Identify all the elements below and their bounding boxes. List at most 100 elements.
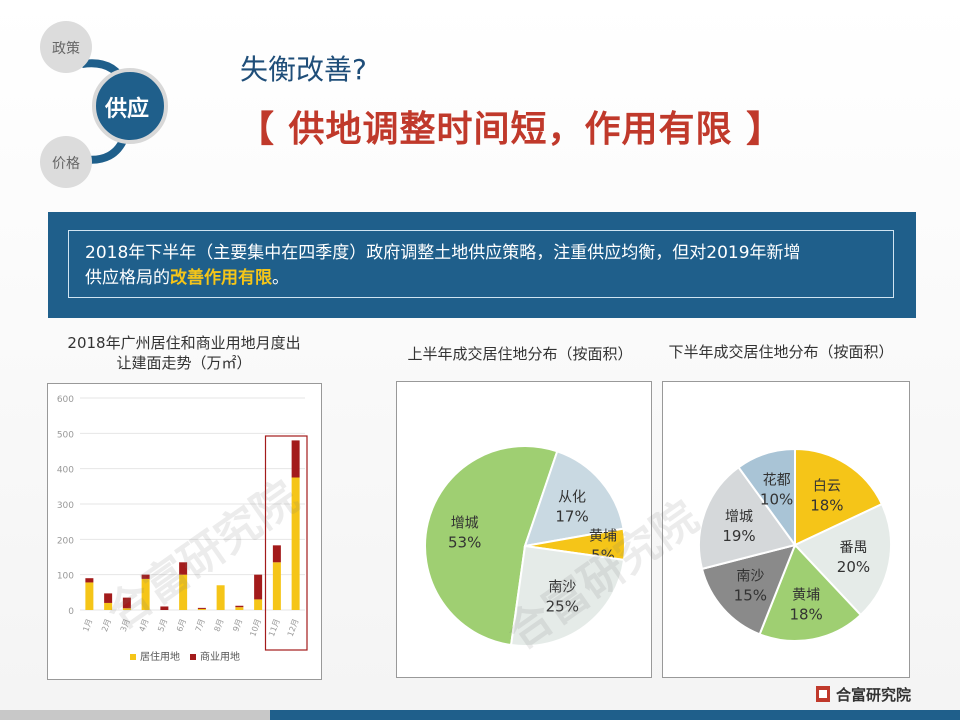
pie-label: 增城: [725, 509, 753, 525]
pie-value-label: 18%: [789, 605, 822, 623]
bar-residential: [235, 607, 244, 610]
section-subtitle: 失衡改善?: [240, 53, 367, 86]
bar-chart-title-line1: 2018年广州居住和商业用地月度出: [67, 334, 301, 352]
pie-value-label: 18%: [810, 497, 843, 515]
x-tick-label: 1月: [81, 618, 94, 633]
summary-highlight: 改善作用有限: [170, 268, 272, 288]
bar-chart-title: 2018年广州居住和商业用地月度出 让建面走势（万㎡）: [48, 333, 320, 373]
pie-label: 南沙: [548, 580, 576, 596]
summary-text: 2018年下半年（主要集中在四季度）政府调整土地供应策略，注重供应均衡，但对20…: [85, 241, 879, 291]
summary-line1: 2018年下半年（主要集中在四季度）政府调整土地供应策略，注重供应均衡，但对20…: [85, 243, 801, 263]
pie2-chart: 白云 18% 番禺 20% 黄埔 18% 南沙 15% 增城 19% 花都 10%: [698, 447, 892, 642]
pie-slice: [424, 445, 559, 647]
brand-logo-icon: [816, 686, 830, 702]
legend-swatch-commercial: [190, 654, 196, 660]
pie-label: 花都: [763, 472, 791, 488]
pie-slice: [793, 502, 892, 617]
x-tick-label: 6月: [175, 618, 188, 633]
nav-item-supply[interactable]: 供应: [105, 97, 150, 122]
pie-slice: [794, 447, 884, 547]
bar-commercial: [104, 593, 113, 603]
x-tick-label: 3月: [119, 618, 132, 633]
x-tick-label: 9月: [231, 618, 244, 633]
pie-label: 南沙: [736, 568, 764, 584]
bar-residential: [141, 578, 150, 610]
bar-commercial: [179, 562, 188, 575]
x-tick-label: 5月: [156, 618, 169, 633]
x-tick-label: 11月: [267, 618, 282, 638]
bar-residential: [291, 477, 300, 610]
pie-slice: [509, 544, 626, 647]
pie-label: 从化: [558, 490, 586, 506]
pie-label: 增城: [451, 516, 479, 532]
summary-line2-suffix: 。: [272, 268, 289, 288]
x-tick-label: 7月: [194, 618, 207, 633]
pie-slice: [758, 543, 863, 642]
y-tick-label: 100: [57, 572, 74, 582]
legend-swatch-residential: [130, 654, 136, 660]
summary-line2-prefix: 供应格局的: [85, 268, 170, 288]
x-tick-label: 8月: [213, 618, 226, 633]
bar-residential: [85, 582, 94, 610]
pie-value-label: 19%: [722, 527, 755, 545]
bar-chart-panel: 0 100 200 300 400 500 600 1月 2月 3月 4月 5月 6月 7月 8月 9月 10月…: [47, 383, 322, 680]
pie-label: 白云: [813, 479, 841, 495]
pie-label: 番禺: [839, 540, 867, 556]
bar-commercial: [85, 578, 94, 583]
pie-value-label: 20%: [837, 558, 870, 576]
page-headline: 【 供地调整时间短，作用有限 】: [238, 109, 784, 150]
x-tick-label: 2月: [100, 618, 113, 633]
pie1-panel: 增城 53% 从化 17% 黄埔 5% 南沙 25%: [396, 381, 652, 678]
bar-residential: [104, 602, 113, 610]
bar-commercial: [122, 597, 131, 609]
bar-residential: [272, 562, 281, 610]
y-tick-label: 500: [57, 430, 74, 440]
footer-bar-blue: [270, 710, 960, 720]
x-tick-label: 10月: [248, 618, 263, 638]
bar-commercial: [291, 440, 300, 478]
pie-value-label: 15%: [734, 586, 767, 604]
pie-value-label: 10%: [760, 490, 793, 508]
pie-value-label: 25%: [546, 598, 579, 616]
pie-slice: [737, 447, 796, 549]
pie-label: 黄埔: [792, 586, 820, 603]
legend-label-residential: 居住用地: [140, 650, 180, 663]
pie-value-label: 17%: [555, 508, 588, 526]
pie1-title: 上半年成交居住地分布（按面积）: [407, 345, 633, 363]
highlight-box: [264, 435, 308, 651]
bar-chart: 0 100 200 300 400 500 600 1月 2月 3月 4月 5月 6月 7月 8月 9月 10月…: [57, 395, 308, 663]
bar-commercial: [197, 607, 206, 609]
y-tick-label: 0: [68, 607, 74, 617]
pie-slice: [698, 465, 797, 571]
nav-item-policy[interactable]: 政策: [52, 41, 80, 57]
bar-commercial: [235, 605, 244, 608]
nav-diagram: [40, 21, 168, 188]
pie-label: 黄埔: [589, 528, 617, 545]
pie2-panel: 白云 18% 番禺 20% 黄埔 18% 南沙 15% 增城 19% 花都 10%: [662, 381, 910, 678]
summary-banner: 2018年下半年（主要集中在四季度）政府调整土地供应策略，注重供应均衡，但对20…: [48, 212, 916, 318]
pie-slice: [700, 543, 797, 636]
nav-item-price[interactable]: 价格: [52, 156, 80, 172]
bar-chart-title-line2: 让建面走势（万㎡）: [116, 354, 252, 372]
bar-commercial: [141, 574, 150, 579]
bar-residential: [179, 574, 188, 610]
bar-residential: [197, 608, 206, 610]
pie-slice: [523, 450, 625, 548]
y-tick-label: 200: [57, 536, 74, 546]
y-tick-label: 600: [57, 395, 74, 405]
brand-name: 合富研究院: [836, 686, 912, 704]
y-tick-label: 300: [57, 501, 74, 511]
pie2-title: 下半年成交居住地分布（按面积）: [668, 343, 894, 361]
footer-bar-grey: [0, 710, 270, 720]
bar-commercial: [160, 606, 169, 610]
bar-commercial: [254, 574, 263, 600]
summary-box: 2018年下半年（主要集中在四季度）政府调整土地供应策略，注重供应均衡，但对20…: [68, 230, 894, 298]
x-tick-label: 4月: [138, 618, 151, 633]
x-tick-label: 12月: [286, 618, 301, 638]
bar-commercial: [272, 545, 281, 563]
bar-residential: [216, 585, 225, 610]
legend-label-commercial: 商业用地: [200, 650, 240, 663]
y-tick-label: 400: [57, 466, 74, 476]
